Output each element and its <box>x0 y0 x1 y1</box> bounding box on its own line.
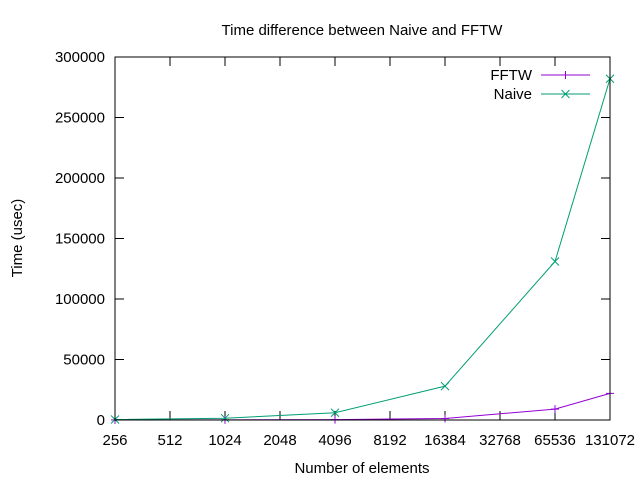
series-layer <box>110 74 615 424</box>
x-tick-label: 65536 <box>534 432 576 449</box>
legend-label-naive: Naive <box>494 86 532 103</box>
y-tick-label: 100000 <box>55 291 105 308</box>
ticks-layer: 0 50000 100000 150000 200000 250000 300000 256 5… <box>55 49 635 449</box>
data-point-naive-stroke <box>550 257 560 266</box>
data-point-fftw <box>551 405 559 414</box>
x-tick-label: 131072 <box>585 432 635 449</box>
y-tick-label: 300000 <box>55 49 105 66</box>
x-tick-label: 8192 <box>373 432 406 449</box>
legend-marker-fftw <box>561 71 570 79</box>
legend-marker-naive <box>561 89 570 99</box>
x-tick-label: 1024 <box>208 432 241 449</box>
data-point-naive-stroke <box>440 381 450 391</box>
y-tick-label: 150000 <box>55 231 105 248</box>
series-line-fftw <box>114 392 611 421</box>
y-tick-label: 200000 <box>55 170 105 187</box>
data-point-naive <box>220 413 230 423</box>
data-point-naive <box>330 408 340 418</box>
y-tick-label: 0 <box>97 412 105 429</box>
x-axis-label: Number of elements <box>294 460 429 477</box>
x-tick-label: 2048 <box>263 432 296 449</box>
x-tick-label: 256 <box>102 432 127 449</box>
x-tick-label: 4096 <box>318 432 351 449</box>
data-point-naive <box>440 381 450 391</box>
y-tick-label: 50000 <box>63 352 105 369</box>
x-tick-label: 512 <box>157 432 182 449</box>
series-line-naive <box>114 78 611 421</box>
y-tick-label: 250000 <box>55 110 105 127</box>
legend-label-fftw: FFTW <box>490 67 532 84</box>
data-point-naive <box>550 257 560 266</box>
legend-marker-naive-stroke <box>561 89 570 99</box>
y-axis-label: Time (usec) <box>9 199 26 278</box>
x-tick-label: 16384 <box>424 432 466 449</box>
data-point-naive-stroke <box>330 408 340 418</box>
x-tick-label: 32768 <box>479 432 521 449</box>
data-point-fftw <box>441 414 449 423</box>
plot-area-frame <box>114 56 611 421</box>
chart-title: Time difference between Naive and FFTW <box>222 22 504 39</box>
data-point-naive-stroke <box>220 413 230 423</box>
legend: FFTW Naive <box>490 67 590 103</box>
